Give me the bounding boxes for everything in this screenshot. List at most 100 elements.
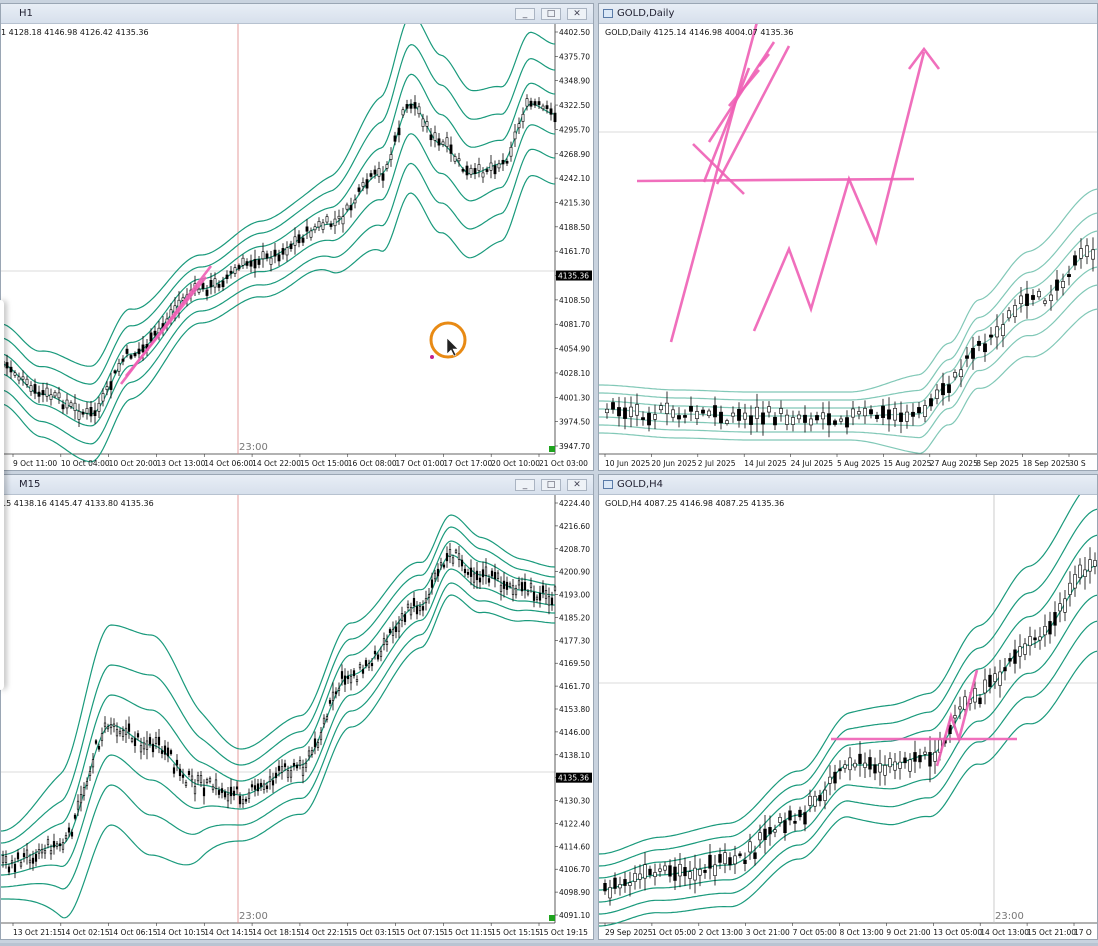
- candle-body: [1031, 295, 1035, 300]
- title-bar[interactable]: GOLD,H4: [599, 475, 1097, 495]
- candle-body: [469, 167, 473, 175]
- candle-body: [517, 123, 521, 129]
- price-label: 4161.70: [559, 682, 590, 691]
- time-label: 3 Oct 21:00: [746, 928, 790, 937]
- candle-body: [753, 852, 757, 859]
- candle-body: [88, 771, 92, 776]
- price-label: 4169.50: [559, 659, 590, 668]
- candle-body: [748, 841, 752, 853]
- bollinger-band-upper: [599, 212, 1097, 401]
- bollinger-band-upper: [1, 526, 556, 844]
- candle-body: [333, 218, 337, 227]
- candle-body: [613, 877, 617, 889]
- chart-plot-area[interactable]: GOLD,Daily 4125.14 4146.98 4004.07 4135.…: [599, 21, 1098, 471]
- candle-body: [106, 726, 110, 730]
- candle-body: [439, 562, 443, 566]
- candle-body: [663, 865, 667, 871]
- time-marker-label: 23:00: [995, 911, 1024, 922]
- candle-body: [481, 172, 485, 178]
- candle-body: [1023, 643, 1027, 655]
- chart-window-h4[interactable]: GOLD,H4 GOLD,H4 4087.25 4146.98 4087.25 …: [598, 474, 1098, 940]
- chart-canvas[interactable]: 23:00 29 Sep 2025 1 Oct 05:00 2 Oct 13:00 3 …: [599, 478, 1098, 940]
- candle-body: [357, 187, 361, 192]
- time-label: 2 Oct 13:00: [699, 928, 743, 937]
- time-marker-label: 23:00: [239, 442, 268, 453]
- trend-drawing-9: [752, 51, 926, 332]
- candle-body: [331, 691, 335, 701]
- title-bar[interactable]: GOLD,Daily: [599, 4, 1097, 24]
- time-label: 14 Oct 13:00: [980, 928, 1029, 937]
- price-label: 4161.70: [559, 247, 590, 256]
- chart-canvas[interactable]: 10 Jun 2025 20 Jun 2025 2 Jul 2025 14 Jul 2…: [599, 21, 1098, 471]
- candle-body: [828, 776, 832, 784]
- minimize-button[interactable]: _: [515, 8, 535, 20]
- chart-window-daily[interactable]: GOLD,Daily GOLD,Daily 4125.14 4146.98 40…: [598, 3, 1098, 471]
- candle-body: [405, 104, 409, 109]
- chart-canvas[interactable]: 23:00 4402.50 4375.70 4348.90 4322.50 4295.70…: [1, 14, 594, 471]
- candle-body: [887, 409, 891, 420]
- candle-body: [1013, 649, 1017, 664]
- candle-body: [109, 381, 113, 390]
- candle-body: [433, 132, 437, 141]
- price-label: 4091.10: [559, 911, 590, 920]
- candle-body: [237, 265, 241, 270]
- candle-body: [49, 394, 53, 400]
- candle-body: [121, 358, 125, 362]
- candle-body: [274, 772, 278, 779]
- candle-body: [707, 410, 711, 417]
- candle-body: [94, 740, 98, 744]
- chart-window-m15[interactable]: M15 _ □ ✕ 15 4138.16 4145.47 4133.80 413…: [0, 474, 594, 940]
- candle-body: [385, 641, 389, 646]
- candle-body: [971, 347, 975, 359]
- candle-body: [511, 585, 515, 595]
- candle-body: [465, 165, 469, 176]
- candle-body: [653, 872, 657, 877]
- candle-body: [214, 779, 218, 789]
- chart-window-h1[interactable]: H1 _ □ ✕ 1 4128.18 4146.98 4126.42 4135.…: [0, 3, 594, 471]
- time-label: 14 Oct 06:15: [109, 928, 158, 937]
- candle-body: [843, 764, 847, 769]
- trend-drawing-5: [715, 45, 791, 185]
- candle-body: [878, 763, 882, 773]
- candle-body: [628, 882, 632, 886]
- candle-body: [1067, 274, 1071, 277]
- candle-body: [823, 789, 827, 801]
- title-bar[interactable]: M15 _ □ ✕: [1, 475, 593, 495]
- candle-body: [983, 679, 987, 694]
- restore-button[interactable]: □: [541, 8, 561, 20]
- price-label: 4242.10: [559, 174, 590, 183]
- candle-body: [29, 385, 33, 392]
- bollinger-band-lower: [599, 308, 1097, 454]
- close-button[interactable]: ✕: [567, 479, 587, 491]
- time-label: 15 Oct 07:15: [396, 928, 445, 937]
- candle-body: [370, 663, 374, 667]
- candle-body: [813, 795, 817, 807]
- chart-plot-area[interactable]: 15 4138.16 4145.47 4133.80 4135.36 23:00…: [1, 495, 593, 939]
- candle-body: [544, 590, 548, 599]
- chart-plot-area[interactable]: GOLD,H4 4087.25 4146.98 4087.25 4135.36 …: [599, 478, 1098, 940]
- candle-body: [725, 420, 729, 424]
- candle-body: [448, 549, 452, 557]
- candle-body: [317, 221, 321, 228]
- time-label: 5 Aug 2025: [837, 459, 880, 468]
- candle-body: [948, 725, 952, 735]
- trend-drawing-1: [669, 21, 759, 343]
- candle-body: [280, 766, 284, 773]
- price-label: 4028.10: [559, 369, 590, 378]
- price-label: 4108.50: [559, 296, 590, 305]
- candle-body: [1001, 324, 1005, 336]
- chart-canvas[interactable]: 23:00 4224.40 4216.60 4208.70 4200.90 4193.00…: [1, 495, 594, 940]
- minimize-button[interactable]: _: [515, 479, 535, 491]
- restore-button[interactable]: □: [541, 479, 561, 491]
- candle-body: [369, 173, 373, 177]
- chart-plot-area[interactable]: 1 4128.18 4146.98 4126.42 4135.36 23:00 4…: [1, 14, 594, 471]
- close-button[interactable]: ✕: [567, 8, 587, 20]
- candle-body: [1043, 626, 1047, 636]
- candle-body: [1073, 574, 1077, 589]
- title-bar[interactable]: H1 _ □ ✕: [1, 4, 593, 24]
- bollinger-band-lower: [1, 594, 555, 919]
- candle-body: [788, 810, 792, 821]
- candle-body: [851, 408, 855, 418]
- candle-body: [127, 723, 131, 732]
- price-label: 4268.90: [559, 150, 590, 159]
